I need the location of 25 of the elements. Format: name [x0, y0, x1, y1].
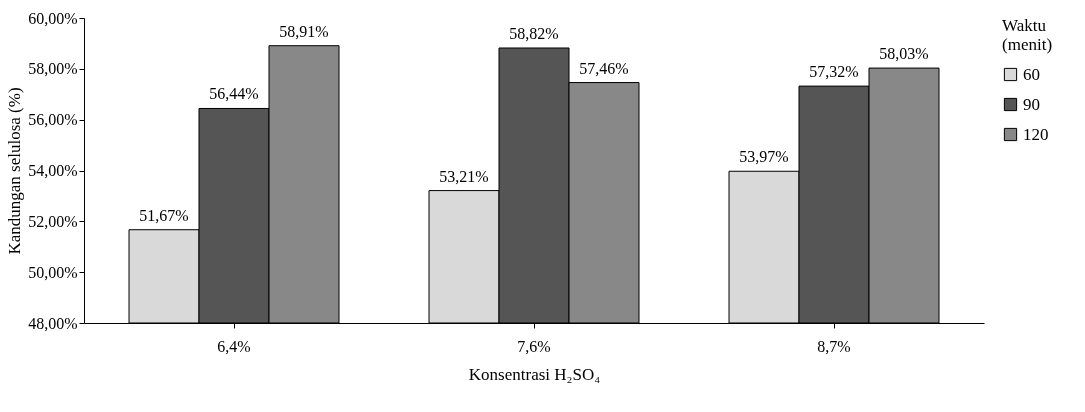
y-tick-label: 54,00% — [28, 162, 78, 179]
x-tick-label: 6,4% — [217, 337, 251, 355]
y-tick-label: 52,00% — [28, 212, 78, 230]
y-tick-label: 48,00% — [28, 314, 78, 332]
y-tick-label: 58,00% — [28, 60, 78, 78]
legend-label: 90 — [1023, 94, 1040, 114]
x-axis-title: Konsentrasi H₂SO₄ — [468, 364, 601, 384]
data-label: 53,21% — [439, 167, 489, 185]
x-tick-label: 7,6% — [517, 337, 551, 355]
y-tick-label: 56,00% — [28, 111, 78, 129]
y-axis-title: Kandungan selulosa (%) — [5, 87, 25, 255]
data-label: 58,82% — [509, 24, 559, 42]
x-tick-label: 8,7% — [817, 337, 851, 355]
data-label: 58,03% — [879, 45, 929, 63]
y-tick-label: 50,00% — [28, 263, 78, 281]
data-label: 58,91% — [279, 22, 329, 40]
data-label: 51,67% — [139, 206, 189, 224]
legend-label: 120 — [1023, 124, 1049, 144]
data-label: 56,44% — [209, 85, 259, 103]
data-label: 57,46% — [579, 59, 629, 77]
legend-title: Waktu (menit) — [1002, 16, 1053, 54]
data-label: 57,32% — [809, 63, 859, 81]
legend-label: 60 — [1023, 64, 1040, 84]
y-tick-label: 60,00% — [28, 9, 78, 27]
data-label: 53,97% — [739, 148, 789, 166]
